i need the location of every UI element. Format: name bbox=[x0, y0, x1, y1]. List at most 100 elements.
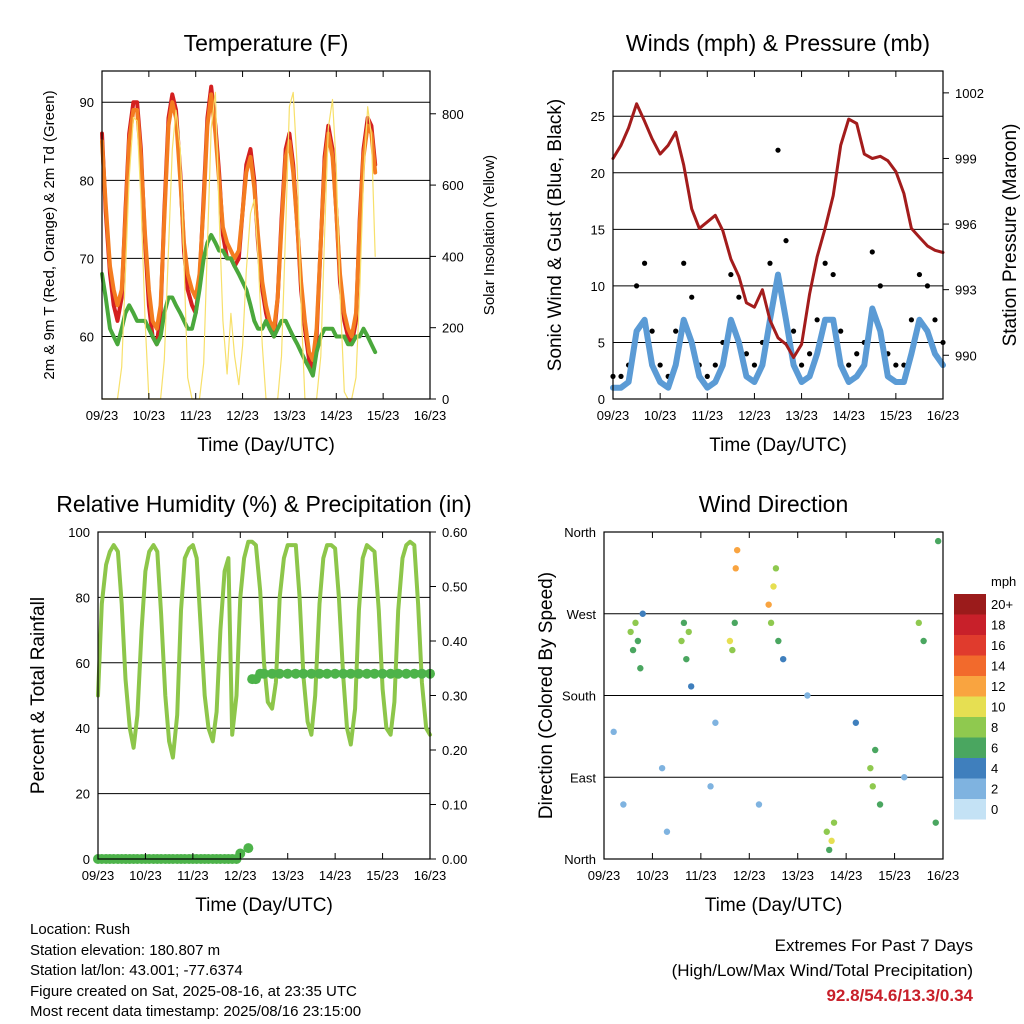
series-point-precip bbox=[267, 668, 278, 679]
chart-title: Relative Humidity (%) & Precipitation (i… bbox=[56, 491, 471, 517]
direction-point bbox=[767, 619, 775, 627]
x-tick-label: 15/23 bbox=[367, 408, 400, 423]
temperature-panel: 09/23 10/23 11/23 12/23 13/23 14/23 15/23 16/23… bbox=[41, 30, 498, 456]
series-point-gust bbox=[712, 362, 718, 368]
legend-label: 8 bbox=[991, 720, 998, 735]
series-point-precip bbox=[369, 668, 380, 679]
direction-point bbox=[830, 819, 838, 826]
legend-label: 12 bbox=[991, 679, 1005, 694]
direction-point bbox=[680, 619, 688, 627]
series-point-precip bbox=[290, 668, 301, 679]
direction-point bbox=[779, 655, 787, 663]
y-tick-label: North bbox=[564, 525, 596, 540]
series-line-pressure bbox=[611, 102, 945, 359]
legend-label: 18 bbox=[991, 618, 1005, 633]
series-point-precip bbox=[306, 668, 317, 679]
y2-axis-label: Station Pressure (Maroon) bbox=[1000, 124, 1021, 347]
direction-point bbox=[712, 719, 719, 726]
direction-point bbox=[915, 619, 922, 627]
y2-axis-label: Solar Insolation (Yellow) bbox=[481, 155, 498, 315]
series-point-precip bbox=[416, 668, 427, 679]
direction-point bbox=[678, 637, 685, 645]
direction-point bbox=[639, 610, 646, 617]
direction-point bbox=[775, 637, 782, 645]
series-point-precip bbox=[393, 668, 404, 679]
direction-point bbox=[755, 801, 763, 808]
x-tick-label: 12/23 bbox=[738, 408, 771, 423]
x-tick-label: 16/23 bbox=[414, 408, 447, 423]
legend-swatch bbox=[954, 799, 986, 820]
direction-point bbox=[620, 801, 627, 808]
y2-tick-label: 1002 bbox=[955, 86, 984, 101]
y-axis-label: 2m & 9m T (Red, Orange) & 2m Td (Green) bbox=[41, 90, 58, 379]
series-point-gust bbox=[908, 317, 915, 323]
legend-label: 6 bbox=[991, 741, 998, 756]
x-tick-label: 15/23 bbox=[880, 408, 913, 423]
direction-point bbox=[825, 846, 833, 854]
y-tick-label: 0 bbox=[598, 392, 605, 407]
direction-point bbox=[765, 601, 772, 608]
direction-point bbox=[658, 764, 666, 772]
x-tick-label: 09/23 bbox=[597, 408, 630, 423]
direction-panel: mph 20+ 18 16 14 12 10 8 6 4 2 0 09/23 10/23 11/23 12/2… bbox=[536, 491, 1016, 916]
legend-swatch bbox=[954, 635, 986, 656]
x-tick-label: 14/23 bbox=[830, 868, 863, 883]
legend-label: 10 bbox=[991, 700, 1005, 715]
series-point-precip bbox=[409, 668, 420, 679]
y2-tick-label: 200 bbox=[442, 321, 464, 336]
chart-title: Wind Direction bbox=[699, 491, 849, 517]
series-point-gust bbox=[822, 260, 828, 266]
series-point-gust bbox=[893, 362, 899, 368]
x-axis-label: Time (Day/UTC) bbox=[705, 895, 843, 916]
direction-point bbox=[934, 537, 942, 545]
x-tick-label: 12/23 bbox=[226, 408, 259, 423]
direction-point bbox=[634, 637, 642, 645]
series-point-gust bbox=[877, 283, 883, 289]
series-line-solar bbox=[101, 91, 376, 400]
direction-point bbox=[726, 637, 734, 645]
series-point-gust bbox=[728, 271, 734, 278]
latlon-text: Station lat/lon: 43.001; -77.6374 bbox=[30, 962, 243, 979]
x-tick-label: 13/23 bbox=[785, 408, 818, 423]
y-tick-label: 25 bbox=[591, 109, 605, 124]
series-point-precip bbox=[345, 668, 356, 679]
legend-swatch bbox=[954, 717, 986, 738]
y-axis-label: Sonic Wind & Gust (Blue, Black) bbox=[545, 99, 566, 371]
legend-label: 0 bbox=[991, 802, 998, 817]
series-point-gust bbox=[814, 317, 820, 323]
legend-label: 2 bbox=[991, 782, 998, 797]
series-point-gust bbox=[618, 373, 624, 379]
series-point-gust bbox=[830, 271, 836, 278]
y-tick-label: 20 bbox=[591, 166, 605, 181]
x-tick-label: 16/23 bbox=[414, 868, 447, 883]
series-point-gust bbox=[681, 260, 687, 266]
y-tick-label: 0 bbox=[83, 852, 90, 867]
x-tick-label: 15/23 bbox=[366, 868, 399, 883]
series-point-gust bbox=[649, 328, 655, 334]
legend-swatch bbox=[954, 594, 986, 615]
y2-tick-label: 0.10 bbox=[442, 798, 467, 813]
legend-title: mph bbox=[991, 574, 1016, 589]
y2-tick-label: 0.20 bbox=[442, 743, 467, 758]
y-tick-label: 100 bbox=[68, 525, 90, 540]
series-point-precip bbox=[401, 668, 412, 679]
series-point-gust bbox=[783, 238, 789, 244]
direction-point bbox=[627, 628, 634, 636]
series-point-gust bbox=[641, 260, 648, 266]
direction-point bbox=[732, 565, 739, 572]
direction-point bbox=[920, 637, 927, 645]
y-tick-label: 80 bbox=[76, 590, 90, 605]
y2-tick-label: 990 bbox=[955, 348, 977, 363]
direction-point bbox=[876, 801, 884, 808]
series-point-gust bbox=[806, 351, 813, 357]
x-tick-label: 13/23 bbox=[781, 868, 814, 883]
direction-point bbox=[632, 619, 639, 627]
y2-tick-label: 0 bbox=[442, 392, 449, 407]
plot-frame bbox=[612, 70, 944, 400]
plot-frame bbox=[97, 531, 431, 860]
direction-point bbox=[867, 764, 874, 772]
legend-swatch bbox=[954, 655, 986, 676]
series-point-gust bbox=[798, 362, 805, 368]
x-tick-label: 12/23 bbox=[224, 868, 257, 883]
